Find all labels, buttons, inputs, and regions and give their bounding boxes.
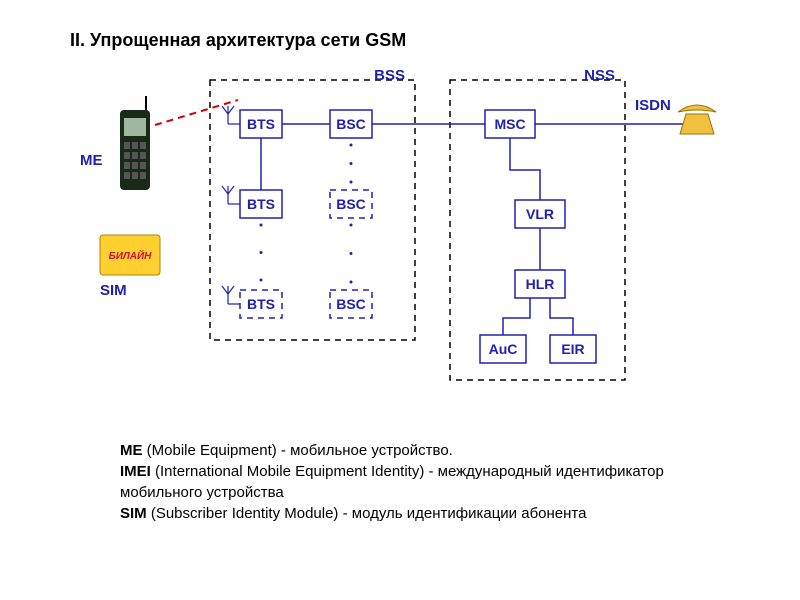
svg-text:HLR: HLR: [526, 276, 555, 292]
svg-text:BTS: BTS: [247, 116, 275, 132]
svg-text:БИЛАЙН: БИЛАЙН: [109, 249, 153, 262]
svg-text:ME: ME: [80, 152, 103, 169]
svg-text:EIR: EIR: [561, 341, 584, 357]
page-title: II. Упрощенная архитектура сети GSM: [70, 30, 406, 51]
svg-text:BSC: BSC: [336, 116, 366, 132]
definition-sim: SIM (Subscriber Identity Module) - модул…: [120, 503, 720, 524]
svg-text:BSS: BSS: [374, 70, 405, 84]
gsm-architecture-diagram: BSS NSS BTS BTS BTS BSC BSC BSC MSC VLR HLR AuC EIR M…: [80, 70, 720, 400]
svg-text:MSC: MSC: [494, 116, 525, 132]
svg-text:SIM: SIM: [100, 282, 127, 299]
svg-text:BTS: BTS: [247, 296, 275, 312]
definition-me: ME (Mobile Equipment) - мобильное устрой…: [120, 440, 720, 461]
definition-imei: IMEI (International Mobile Equipment Ide…: [120, 461, 720, 503]
svg-text:VLR: VLR: [526, 206, 554, 222]
svg-text:AuC: AuC: [489, 341, 518, 357]
svg-text:NSS: NSS: [584, 70, 615, 84]
svg-text:BSC: BSC: [336, 296, 366, 312]
svg-text:BSC: BSC: [336, 196, 366, 212]
definitions-block: ME (Mobile Equipment) - мобильное устрой…: [120, 440, 720, 524]
svg-text:ISDN: ISDN: [635, 97, 671, 114]
svg-text:BTS: BTS: [247, 196, 275, 212]
